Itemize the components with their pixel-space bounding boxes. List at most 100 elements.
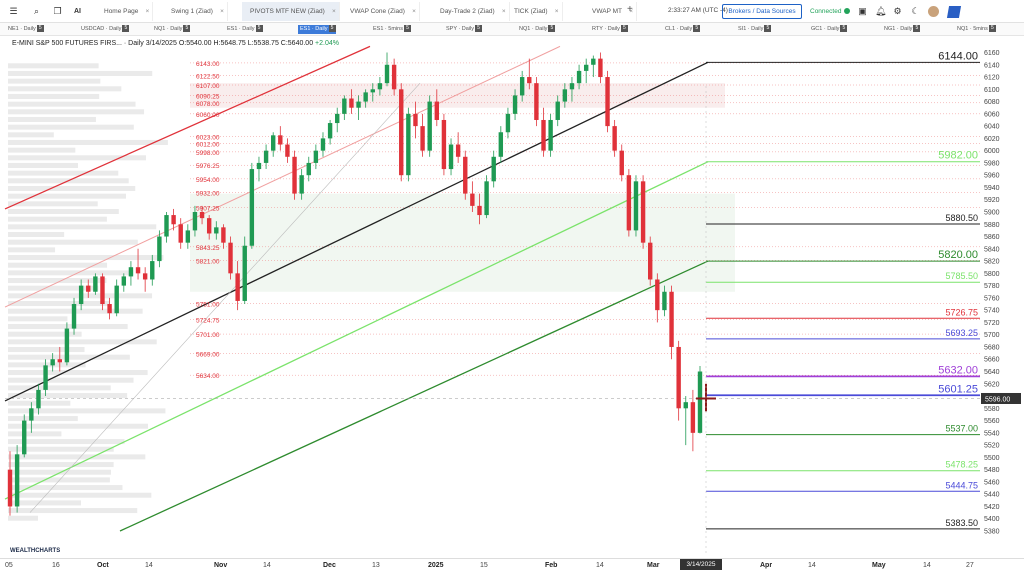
date-tick-label: Dec bbox=[323, 562, 336, 569]
symbol-chip[interactable]: USDCAD · Daily 5 bbox=[79, 25, 130, 34]
candle-body bbox=[626, 175, 632, 231]
close-tab-icon[interactable]: × bbox=[331, 8, 336, 15]
price-tick-label: 5980 bbox=[984, 160, 1000, 167]
volume-profile-bar bbox=[8, 370, 148, 376]
symbol-chip[interactable]: RTY · Daily 5 bbox=[590, 25, 628, 34]
volume-profile-bar bbox=[8, 393, 128, 399]
candle-body bbox=[548, 119, 553, 151]
date-tick-label: 16 bbox=[52, 562, 60, 569]
price-tick-label: 5960 bbox=[984, 173, 1000, 180]
candle-body bbox=[349, 98, 354, 108]
link-badge: 5 bbox=[255, 25, 263, 33]
date-tick-label: May bbox=[872, 562, 886, 569]
left-level-label: 6012.00 bbox=[196, 141, 220, 148]
tab-2[interactable]: PIVOTS MTF NEW (Ziad) × bbox=[242, 2, 340, 21]
symbol-chip[interactable]: SPY · Daily 5 bbox=[444, 25, 483, 34]
candle-body bbox=[214, 227, 219, 234]
symbol-chip[interactable]: NQ1 · Daily 5 bbox=[517, 25, 556, 34]
volume-profile-bar bbox=[8, 377, 134, 383]
close-tab-icon[interactable]: × bbox=[412, 8, 416, 15]
symbol-chip[interactable]: SI1 · Daily 5 bbox=[736, 25, 772, 34]
symbol-chip[interactable]: ES1 · Daily 5 bbox=[298, 25, 336, 34]
price-tick-label: 5620 bbox=[984, 381, 1000, 388]
candle-body bbox=[242, 245, 247, 301]
top-bar: ☰ ⌕ ❐ AI Home Page × Swing 1 (Ziad) × PIVOTS… bbox=[0, 0, 1024, 31]
candle-body bbox=[178, 224, 183, 243]
tab-3[interactable]: VWAP Cone (Ziad) × bbox=[342, 2, 420, 21]
candle-body bbox=[86, 285, 91, 292]
symbol-chip[interactable]: GC1 · Daily 5 bbox=[809, 25, 848, 34]
menu-icon[interactable]: ☰ bbox=[9, 6, 18, 16]
bell-icon[interactable]: 🔔︎ bbox=[875, 6, 887, 16]
volume-profile-bar bbox=[8, 278, 107, 284]
symbol-chip[interactable]: ES1 · Daily 5 bbox=[225, 25, 263, 34]
volume-profile-bar bbox=[8, 70, 153, 76]
tab-6[interactable]: VWAP MT × bbox=[584, 2, 637, 21]
symbol-label: NQ1 · 5mins bbox=[957, 26, 988, 32]
volume-profile-bar bbox=[8, 408, 166, 414]
candle-body bbox=[313, 150, 319, 163]
symbol-chip[interactable]: NG1 · Daily 5 bbox=[882, 25, 921, 34]
left-level-label: 5843.25 bbox=[196, 245, 220, 252]
left-level-label: 6107.00 bbox=[196, 83, 220, 90]
candle-body bbox=[534, 83, 539, 120]
thin-trend-line bbox=[29, 82, 421, 513]
candle-body bbox=[377, 83, 383, 90]
pivot-level-label: 5785.50 bbox=[945, 271, 978, 281]
symbol-chip[interactable]: NQ1 · 5mins 5 bbox=[955, 25, 996, 34]
instrument-name: E-MINI S&P 500 FUTURES FIRS... bbox=[12, 40, 122, 47]
candle-body bbox=[150, 261, 155, 280]
volume-profile-bar bbox=[8, 63, 99, 69]
symbol-chip[interactable]: NQ1 · Daily 5 bbox=[152, 25, 191, 34]
link-badge: 5 bbox=[403, 25, 411, 33]
candle-body bbox=[541, 119, 546, 151]
moon-icon[interactable]: ☾ bbox=[911, 6, 920, 16]
volume-profile-bar bbox=[8, 362, 86, 368]
symbol-label: SI1 · Daily bbox=[738, 26, 764, 32]
left-level-label: 5976.25 bbox=[196, 163, 220, 170]
close-tab-icon[interactable]: × bbox=[145, 8, 150, 15]
candle-body bbox=[683, 402, 688, 409]
avatar-icon[interactable] bbox=[928, 6, 939, 17]
time-axis[interactable]: 05 16 Oct 14 Nov 14 Dec 13 2025 15 Feb 14 Mar Apr 14 Ma… bbox=[0, 558, 1024, 576]
add-tab-button[interactable]: + bbox=[627, 4, 633, 15]
left-level-label: 5701.00 bbox=[196, 332, 220, 339]
close-tab-icon[interactable]: × bbox=[629, 8, 633, 15]
pivot-level-label: 5537.00 bbox=[945, 424, 978, 434]
candle-body bbox=[228, 242, 233, 274]
price-tick-label: 5440 bbox=[984, 492, 1000, 499]
close-tab-icon[interactable]: × bbox=[554, 8, 559, 15]
tab-4[interactable]: Day-Trade 2 (Ziad) × bbox=[432, 2, 510, 21]
tab-0[interactable]: Home Page × bbox=[96, 2, 154, 21]
left-level-label: 6078.00 bbox=[196, 101, 220, 108]
candle-body bbox=[434, 101, 440, 120]
close-tab-icon[interactable]: × bbox=[220, 8, 224, 15]
symbol-label: CL1 · Daily bbox=[665, 26, 693, 32]
copy-icon[interactable]: ❐ bbox=[53, 6, 62, 16]
symbol-label: SPY · Daily bbox=[446, 26, 475, 32]
close-tab-icon[interactable]: × bbox=[501, 8, 506, 15]
price-tick-label: 5720 bbox=[984, 320, 1000, 327]
candle-body bbox=[562, 89, 568, 102]
candle-body bbox=[527, 77, 532, 84]
link-badge: 5 bbox=[475, 25, 483, 33]
gear-icon[interactable]: ⚙ bbox=[893, 6, 902, 16]
tab-1[interactable]: Swing 1 (Ziad) × bbox=[163, 2, 228, 21]
price-chart[interactable]: 6144.00 5982.00 5880.50 5820.00 5785.50 5726.… bbox=[0, 36, 1024, 576]
price-tick-label: 5480 bbox=[984, 467, 1000, 474]
ai-icon[interactable]: AI bbox=[74, 8, 81, 15]
price-tick-label: 6060 bbox=[984, 111, 1000, 118]
symbol-chip[interactable]: NE1 · Daily 5 bbox=[6, 25, 44, 34]
search-icon[interactable]: ⌕ bbox=[33, 6, 40, 16]
volume-profile-bar bbox=[8, 193, 127, 199]
symbol-chip[interactable]: ES1 · 5mins 5 bbox=[371, 25, 411, 34]
candle-body bbox=[306, 162, 311, 176]
candle-body bbox=[363, 92, 368, 102]
tab-5[interactable]: TICK (Ziad) × bbox=[506, 2, 563, 21]
symbol-chip[interactable]: CL1 · Daily 5 bbox=[663, 25, 701, 34]
save-icon[interactable]: ▣ bbox=[858, 6, 867, 16]
brokers-button[interactable]: Brokers / Data Sources bbox=[722, 4, 802, 19]
candle-body bbox=[292, 156, 297, 194]
current-date-label: 3/14/2025 bbox=[680, 559, 722, 570]
candle-body bbox=[676, 346, 681, 409]
